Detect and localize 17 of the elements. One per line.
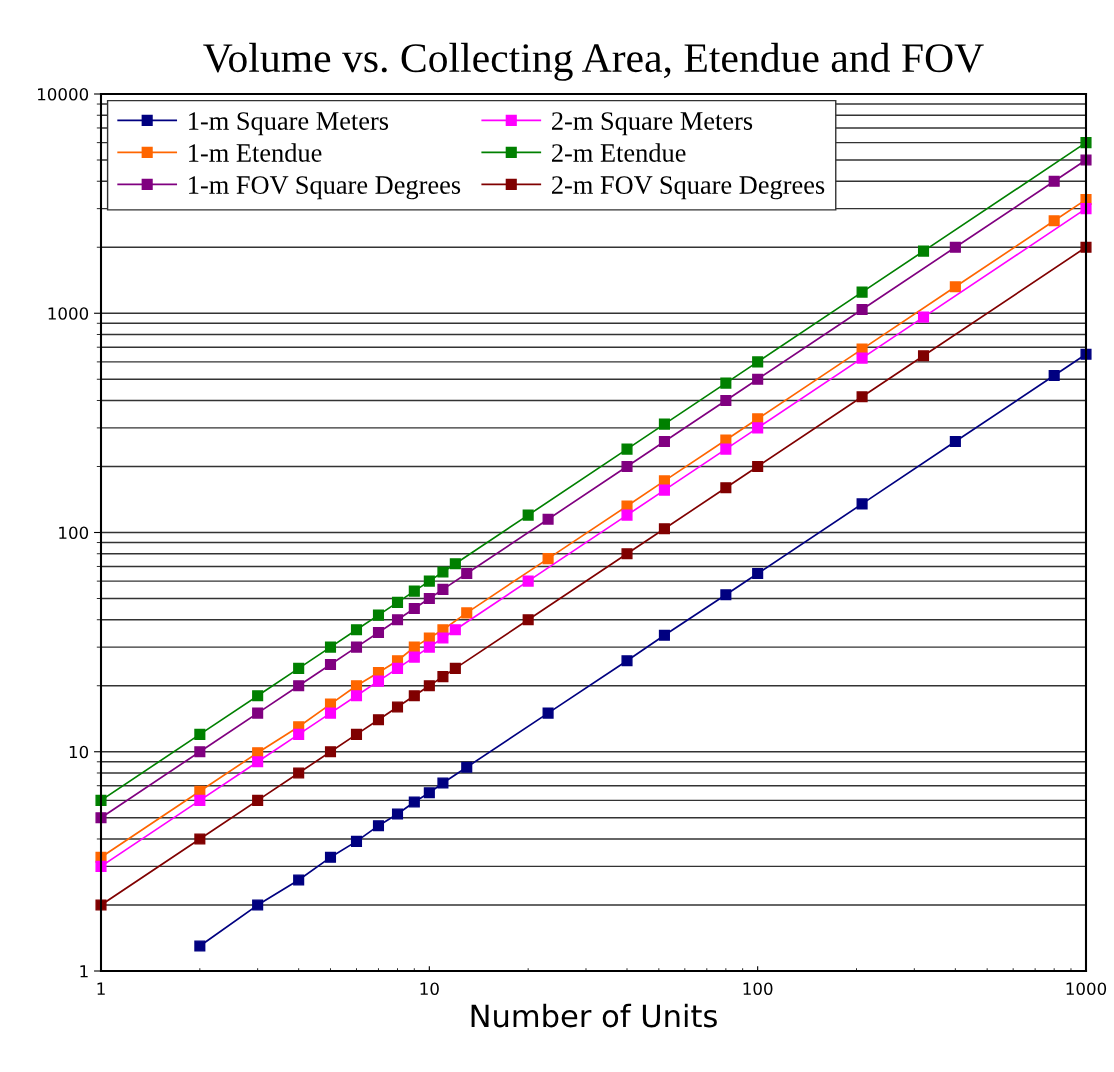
legend-label: 2-m Etendue: [552, 143, 686, 162]
x-tick-label: 1000: [1066, 982, 1107, 996]
y-tick-label: 1000: [48, 307, 89, 320]
y-tick-label: 1: [80, 965, 88, 978]
y-tick-label: 100: [59, 526, 89, 540]
legend-label: 2-m Square Meters: [552, 112, 753, 136]
legend-label: 1-m FOV Square Degrees: [189, 176, 461, 200]
legend-label: 1-m Square Meters: [189, 112, 389, 136]
x-axis-title: Number of Units: [471, 1003, 717, 1028]
y-tick-label: 10000: [38, 87, 89, 101]
legend-label: 1-m Etendue: [189, 143, 322, 162]
x-tick-label: 10: [420, 982, 439, 996]
x-tick-label: 100: [743, 982, 773, 996]
chart-title: Volume vs. Collecting Area, Etendue and FOV: [203, 42, 984, 81]
x-tick-label: 1: [97, 982, 105, 995]
y-tick-label: 10: [69, 745, 89, 759]
legend-label: 2-m FOV Square Degrees: [552, 176, 825, 200]
